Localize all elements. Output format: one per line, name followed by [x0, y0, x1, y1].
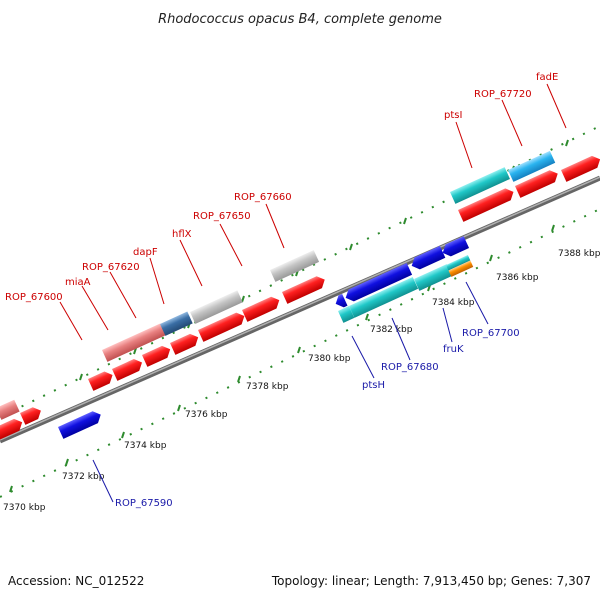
forward-gene-labels: ROP_67600 miaA ROP_67620 dapF hflX ROP_6… — [5, 72, 567, 341]
tick-mark — [551, 224, 555, 232]
gene-label[interactable]: ptsH — [362, 380, 385, 391]
gene-label[interactable]: hflX — [172, 229, 192, 240]
leader-line — [501, 99, 523, 147]
leader-line — [149, 257, 165, 305]
tick-mark — [365, 313, 369, 321]
gene-block-steel[interactable] — [160, 311, 193, 336]
gene-arrow-red-4[interactable] — [88, 369, 115, 391]
gene-label[interactable]: ROP_67650 — [193, 211, 251, 222]
gene-arrow-red-3[interactable] — [20, 405, 44, 425]
gene-block-teal-small[interactable] — [338, 306, 355, 323]
gene-label[interactable]: fadE — [536, 72, 558, 83]
gene-block-grey-ROP_67660[interactable] — [270, 250, 320, 282]
gene-block-teal-ROP_67700[interactable] — [446, 255, 474, 277]
scale-label: 7380 kbp — [308, 354, 351, 364]
leader-line — [465, 281, 489, 325]
gene-block-pink-outer[interactable] — [102, 323, 166, 362]
tick-mark — [177, 404, 181, 412]
tick-mark — [349, 243, 353, 251]
gene-arrow-red-7[interactable] — [170, 331, 201, 355]
gene-block-teal-ptsI[interactable] — [450, 167, 510, 204]
scale-label: 7378 kbp — [246, 382, 289, 392]
scale-label: 7386 kbp — [496, 273, 539, 283]
gene-arrow-blue-ptsH[interactable] — [343, 262, 413, 304]
leader-line — [455, 121, 473, 169]
gene-block-teal-fruK[interactable] — [414, 264, 453, 291]
gene-label[interactable]: miaA — [65, 277, 91, 288]
topology-text: Topology: linear; Length: 7,913,450 bp; … — [271, 574, 591, 588]
gene-arrow-blue-2[interactable] — [409, 245, 446, 272]
gene-label[interactable]: ROP_67620 — [82, 262, 140, 273]
gene-block-lightblue-ROP_67720[interactable] — [508, 150, 556, 182]
gene-label[interactable]: dapF — [133, 247, 158, 258]
leader-line — [59, 301, 83, 341]
leader-line — [81, 285, 109, 331]
gene-arrow-red-13[interactable] — [561, 153, 600, 182]
leader-line — [219, 223, 243, 267]
map-title: Rhodococcus opacus B4, complete genome — [158, 12, 442, 27]
gene-arrow-red-1[interactable] — [0, 399, 20, 420]
gene-arrow-red-2[interactable] — [0, 416, 25, 440]
gene-arrow-red-9[interactable] — [242, 294, 282, 322]
tick-mark — [9, 485, 13, 493]
leader-line — [391, 317, 411, 361]
gene-arrow-red-5[interactable] — [112, 357, 145, 381]
tick-mark — [241, 295, 245, 303]
leader-line — [92, 459, 114, 503]
gene-arrow-blue-small[interactable] — [333, 293, 348, 310]
leader-line — [351, 335, 375, 379]
gene-block-teal-ROP_67680[interactable] — [349, 276, 419, 318]
tick-mark — [65, 458, 69, 466]
leader-line — [442, 307, 453, 343]
genome-backbone-highlight — [0, 176, 600, 441]
gene-arrow-blue-ROP_67590[interactable] — [58, 409, 103, 439]
tick-mark — [403, 217, 407, 225]
tick-mark — [565, 139, 569, 147]
scale-label: 7370 kbp — [3, 503, 46, 513]
gene-arrow-blue-3[interactable] — [440, 236, 470, 259]
reverse-major-ticks — [9, 224, 555, 493]
tick-mark — [133, 347, 137, 355]
gene-label[interactable]: ROP_67660 — [234, 192, 292, 203]
scale-label: 7384 kbp — [432, 298, 475, 308]
genome-backbone — [0, 175, 600, 444]
tick-mark — [121, 431, 125, 439]
gene-arrow-red-6[interactable] — [142, 343, 173, 367]
scale-label: 7372 kbp — [62, 472, 105, 482]
gene-label[interactable]: ROP_67720 — [474, 89, 532, 100]
gene-label[interactable]: ptsI — [444, 110, 462, 121]
scale-label: 7388 kbp — [558, 249, 600, 259]
gene-label[interactable]: ROP_67700 — [462, 328, 520, 339]
gene-block-grey-outer[interactable] — [190, 290, 243, 324]
leader-line — [109, 271, 137, 319]
gene-label[interactable]: ROP_67680 — [381, 362, 439, 373]
leader-line — [179, 239, 203, 287]
tick-mark — [489, 254, 493, 262]
reverse-scale-track — [0, 208, 600, 498]
tick-mark — [297, 346, 301, 354]
leader-line — [265, 203, 285, 249]
gene-arrow-red-11[interactable] — [458, 186, 516, 222]
scale-label: 7374 kbp — [124, 441, 167, 451]
tick-mark — [237, 375, 241, 383]
reverse-gene-labels: ROP_67590 ptsH ROP_67680 fruK ROP_67700 — [92, 281, 520, 509]
tick-mark — [79, 373, 83, 381]
scale-label: 7376 kbp — [185, 410, 228, 420]
gene-label[interactable]: ROP_67590 — [115, 498, 173, 509]
gene-label[interactable]: ROP_67600 — [5, 292, 63, 303]
leader-line — [546, 83, 567, 129]
gene-arrow-red-12[interactable] — [515, 168, 560, 198]
gene-arrow-red-10[interactable] — [282, 274, 327, 304]
scale-labels: 7370 kbp 7372 kbp 7374 kbp 7376 kbp 7378… — [3, 249, 600, 513]
gene-label[interactable]: fruK — [443, 344, 464, 355]
accession-text: Accession: NC_012522 — [8, 574, 144, 588]
gene-arrow-red-8[interactable] — [198, 310, 247, 342]
scale-label: 7382 kbp — [370, 325, 413, 335]
